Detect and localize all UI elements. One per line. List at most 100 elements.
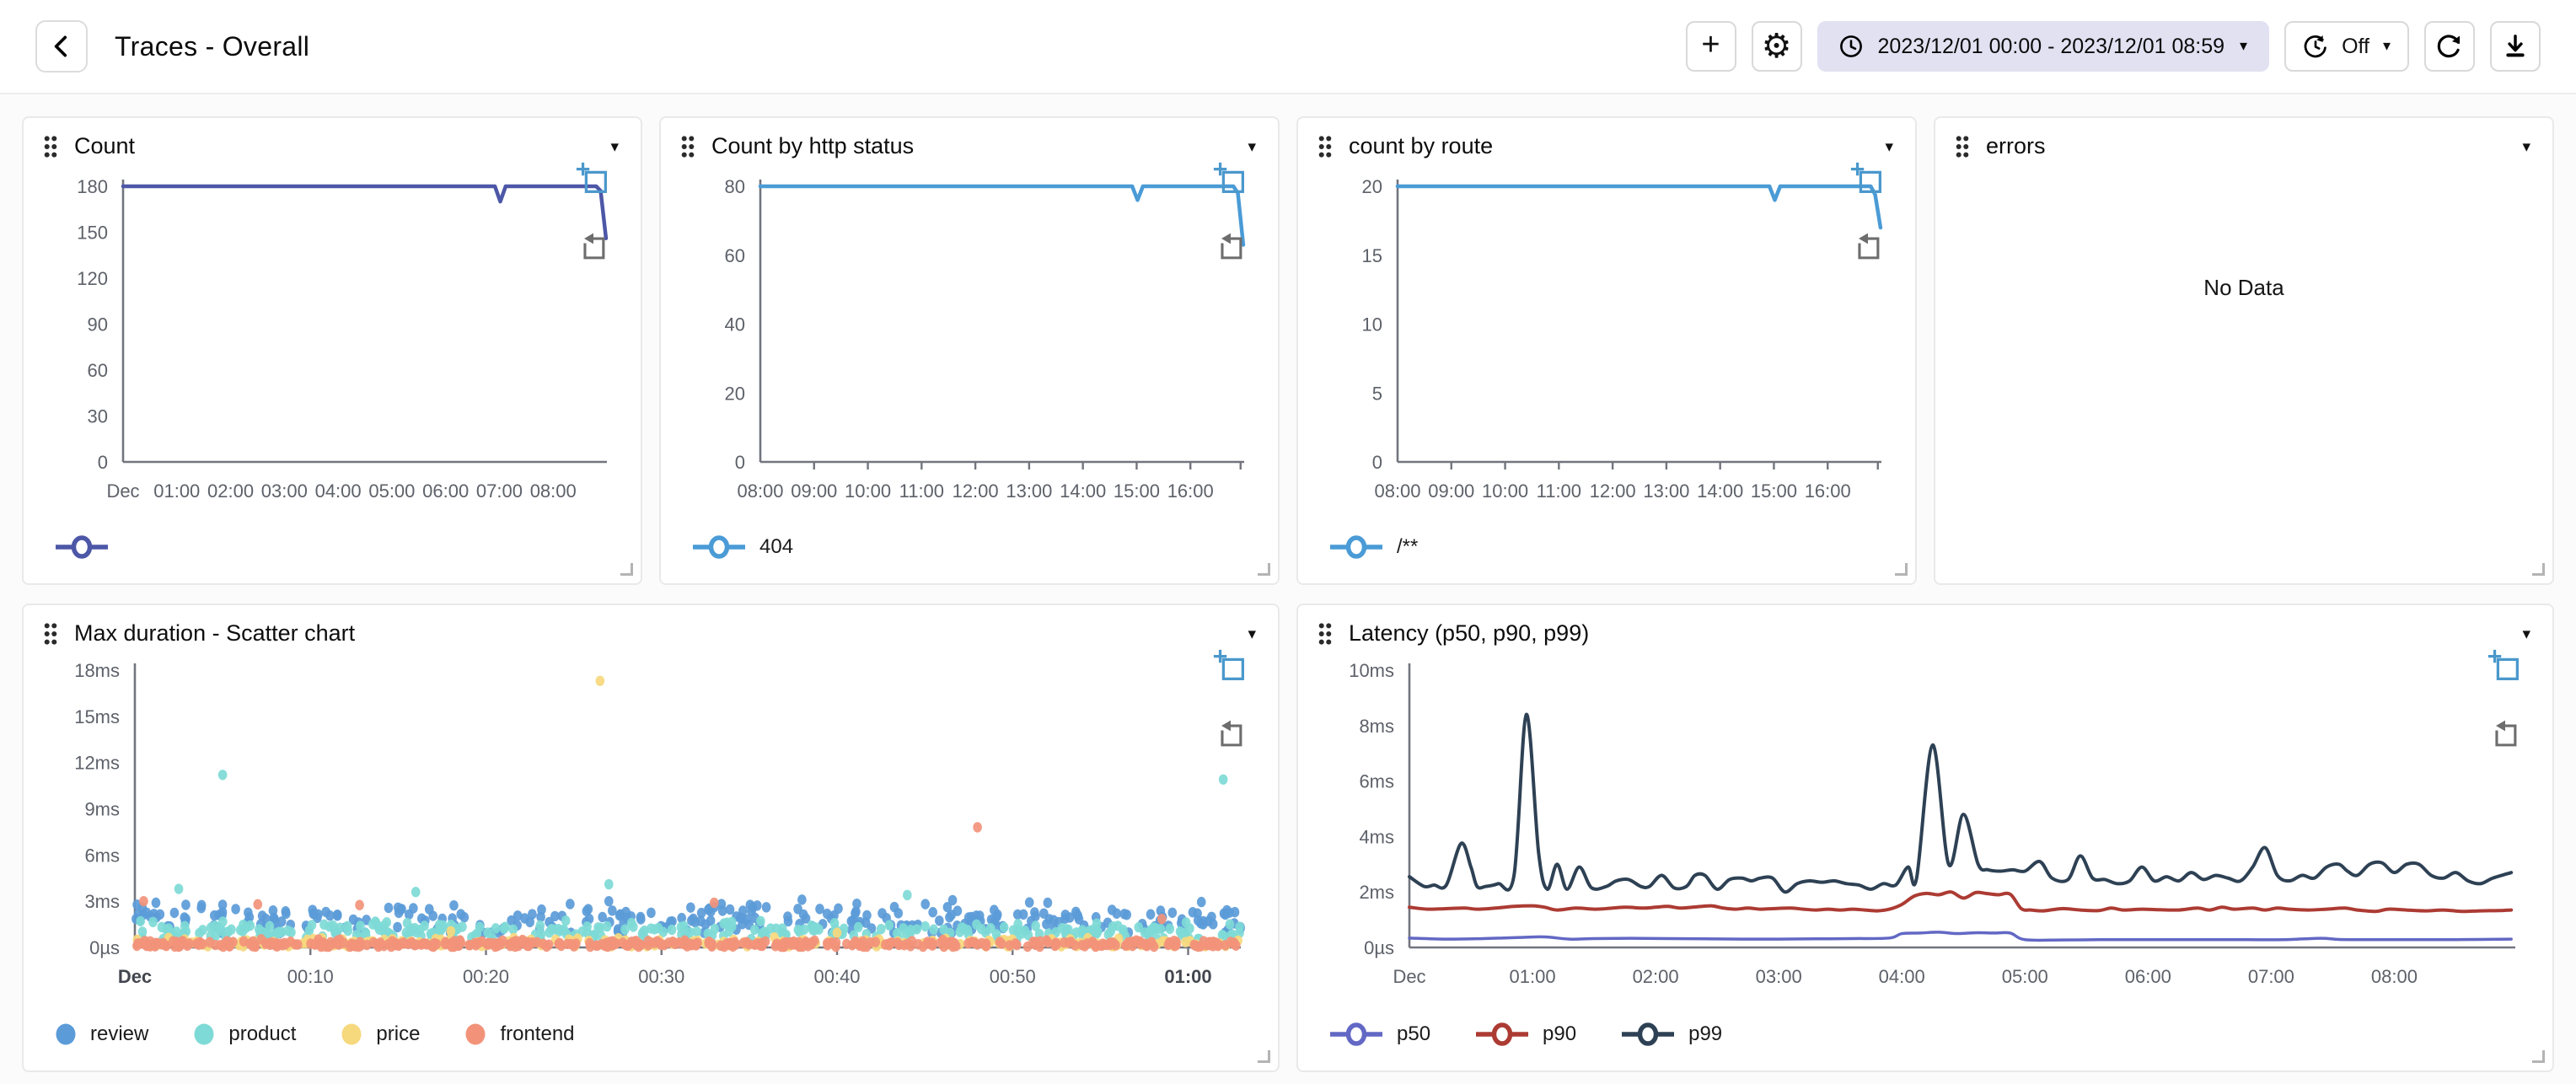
chart-legend: p50 p90 p99 <box>1298 1015 2552 1071</box>
zoom-in-icon[interactable] <box>1212 648 1249 685</box>
resize-handle[interactable] <box>2532 563 2545 576</box>
legend-item[interactable]: p90 <box>1474 1022 1576 1047</box>
chart-legend: 404 <box>661 528 1278 583</box>
drag-handle-icon[interactable] <box>42 621 59 647</box>
legend-label: frontend <box>500 1022 575 1045</box>
legend-line-marker-icon <box>56 535 108 559</box>
plus-icon: + <box>1701 27 1720 62</box>
auto-refresh-dropdown[interactable]: Off ▾ <box>2284 21 2409 72</box>
svg-text:15ms: 15ms <box>74 706 120 727</box>
chart-canvas[interactable]: 0 20 40 60 80 08:00 09:00 10:00 11:00 12:00 13:00 1… <box>661 161 1278 528</box>
svg-text:00:50: 00:50 <box>990 966 1036 987</box>
resize-handle[interactable] <box>2532 1050 2545 1063</box>
dashboard-grid: Count ▾ 0 30 60 90 120 150 180 Dec 01:00 02:00 03:… <box>0 94 2576 1072</box>
time-range-picker[interactable]: 2023/12/01 00:00 - 2023/12/01 08:59 ▾ <box>1817 21 2270 72</box>
resize-handle[interactable] <box>1258 1050 1270 1063</box>
legend-item[interactable]: price <box>340 1022 420 1047</box>
chart-canvas[interactable]: 0µs 3ms 6ms 9ms 12ms 15ms 18ms Dec 00:10 00:20 00:… <box>24 648 1278 1015</box>
chart-canvas[interactable]: 0 5 10 15 20 08:00 09:00 10:00 11:00 12:00 13:00 14… <box>1298 161 1915 528</box>
chart-area[interactable]: 0 30 60 90 120 150 180 Dec 01:00 02:00 03:00 04:00 0… <box>24 161 641 528</box>
svg-text:02:00: 02:00 <box>1633 966 1679 987</box>
legend-item[interactable]: review <box>54 1022 148 1047</box>
gear-icon: ⚙ <box>1761 27 1792 66</box>
panel-menu-caret-icon[interactable]: ▾ <box>2522 137 2530 156</box>
panel-header: Latency (p50, p90, p99) ▾ <box>1298 605 2552 648</box>
legend-item[interactable]: frontend <box>464 1022 575 1047</box>
chart-tools <box>1849 161 1886 266</box>
panel-errors: errors ▾ No Data <box>1934 116 2554 585</box>
chart-area[interactable]: 0 5 10 15 20 08:00 09:00 10:00 11:00 12:00 13:00 14… <box>1298 161 1915 528</box>
svg-text:Dec: Dec <box>106 480 139 502</box>
svg-text:2ms: 2ms <box>1359 882 1394 903</box>
drag-handle-icon[interactable] <box>42 134 59 159</box>
legend-item[interactable] <box>54 534 110 560</box>
download-button[interactable] <box>2490 21 2541 72</box>
svg-text:8ms: 8ms <box>1359 716 1394 737</box>
zoom-reset-icon[interactable] <box>1213 717 1248 753</box>
zoom-reset-icon[interactable] <box>2487 717 2523 753</box>
refresh-button[interactable] <box>2424 21 2475 72</box>
svg-text:13:00: 13:00 <box>1643 480 1689 502</box>
svg-text:10: 10 <box>1362 314 1382 335</box>
svg-text:15:00: 15:00 <box>1114 480 1160 502</box>
back-button[interactable] <box>35 20 88 72</box>
svg-text:180: 180 <box>77 176 108 197</box>
dashboard-settings-button[interactable]: ⚙ <box>1751 21 1802 72</box>
zoom-in-icon[interactable] <box>2487 648 2524 685</box>
zoom-reset-icon[interactable] <box>1213 230 1248 266</box>
legend-line-marker-icon <box>693 535 745 559</box>
panel-max-duration-scatter: Max duration - Scatter chart ▾ 0µs 3ms 6ms… <box>22 604 1280 1072</box>
legend-dot-marker-icon <box>341 1023 362 1045</box>
chart-area[interactable]: 0µs 2ms 4ms 6ms 8ms 10ms Dec 01:00 02:00 03:00 04:… <box>1298 648 2552 1015</box>
legend-label: product <box>228 1022 297 1045</box>
chart-tools <box>575 161 612 266</box>
panel-menu-caret-icon[interactable]: ▾ <box>610 137 619 156</box>
resize-handle[interactable] <box>1258 563 1270 576</box>
chart-area[interactable]: 0 20 40 60 80 08:00 09:00 10:00 11:00 12:00 13:00 1… <box>661 161 1278 528</box>
panel-count: Count ▾ 0 30 60 90 120 150 180 Dec 01:00 02:00 03:… <box>22 116 642 585</box>
drag-handle-icon[interactable] <box>679 134 696 159</box>
add-panel-button[interactable]: + <box>1685 21 1736 72</box>
zoom-in-icon[interactable] <box>1212 161 1249 198</box>
svg-text:08:00: 08:00 <box>2371 966 2418 987</box>
chevron-left-icon <box>54 35 67 57</box>
legend-item[interactable]: 404 <box>691 534 793 560</box>
zoom-in-icon[interactable] <box>1849 161 1886 198</box>
svg-text:03:00: 03:00 <box>1756 966 1802 987</box>
chart-canvas[interactable]: 0 30 60 90 120 150 180 Dec 01:00 02:00 03:00 04:00 0… <box>24 161 641 528</box>
drag-handle-icon[interactable] <box>1317 134 1334 159</box>
no-data-message: No Data <box>2203 275 2284 301</box>
panel-menu-caret-icon[interactable]: ▾ <box>2522 624 2530 643</box>
chart-area[interactable]: 0µs 3ms 6ms 9ms 12ms 15ms 18ms Dec 00:10 00:20 00:… <box>24 648 1278 1015</box>
legend-dot-marker-icon <box>465 1023 486 1045</box>
svg-text:00:20: 00:20 <box>463 966 509 987</box>
drag-handle-icon[interactable] <box>1317 621 1334 647</box>
chart-canvas[interactable]: 0µs 2ms 4ms 6ms 8ms 10ms Dec 01:00 02:00 03:00 04:… <box>1298 648 2552 1015</box>
panel-title: count by route <box>1349 133 1494 158</box>
panel-menu-caret-icon[interactable]: ▾ <box>1248 137 1256 156</box>
legend-line-marker-icon <box>1622 1022 1675 1046</box>
auto-refresh-value: Off <box>2342 34 2369 58</box>
panel-header: Count by http status ▾ <box>661 118 1278 161</box>
svg-text:18ms: 18ms <box>74 660 120 681</box>
zoom-reset-icon[interactable] <box>1850 230 1886 266</box>
zoom-reset-icon[interactable] <box>576 230 611 266</box>
legend-item[interactable]: /** <box>1328 534 1418 560</box>
panel-menu-caret-icon[interactable]: ▾ <box>1885 137 1893 156</box>
svg-text:6ms: 6ms <box>1359 771 1394 792</box>
svg-text:01:00: 01:00 <box>153 480 200 502</box>
panel-header: Count ▾ <box>24 118 641 161</box>
legend-item[interactable]: p99 <box>1620 1022 1722 1047</box>
legend-item[interactable]: product <box>192 1022 296 1047</box>
resize-handle[interactable] <box>1895 563 1908 576</box>
legend-line-marker-icon <box>1330 1022 1382 1046</box>
panel-title: Count by http status <box>711 133 915 158</box>
legend-dot-marker-icon <box>56 1023 76 1045</box>
zoom-in-icon[interactable] <box>575 161 612 198</box>
legend-item[interactable]: p50 <box>1328 1022 1430 1047</box>
svg-text:20: 20 <box>725 383 745 404</box>
svg-text:0: 0 <box>1372 452 1382 473</box>
resize-handle[interactable] <box>620 563 633 576</box>
panel-menu-caret-icon[interactable]: ▾ <box>1248 624 1256 643</box>
drag-handle-icon[interactable] <box>1954 134 1971 159</box>
